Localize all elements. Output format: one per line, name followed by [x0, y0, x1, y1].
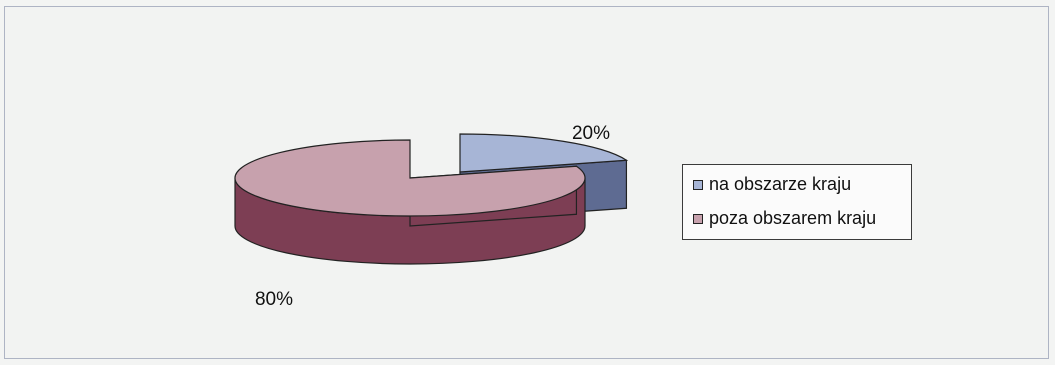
pie-slice-poza-obszarem-kraju — [234, 139, 586, 217]
legend: na obszarze kraju poza obszarem kraju — [682, 164, 912, 240]
legend-swatch-poza-obszarem-kraju — [693, 213, 703, 224]
slice-label-poza-obszarem-kraju: 80% — [255, 289, 293, 310]
slice-label-na-obszarze-kraju: 20% — [572, 123, 610, 144]
pie-tops — [234, 133, 629, 217]
legend-label: poza obszarem kraju — [709, 208, 877, 228]
pie-slice-na-obszarze-kraju — [459, 133, 629, 173]
legend-label: na obszarze kraju — [709, 174, 852, 194]
legend-item-na-obszarze-kraju: na obszarze kraju — [693, 174, 851, 195]
legend-swatch-na-obszarze-kraju — [693, 179, 703, 190]
legend-item-poza-obszarem-kraju: poza obszarem kraju — [693, 208, 876, 229]
